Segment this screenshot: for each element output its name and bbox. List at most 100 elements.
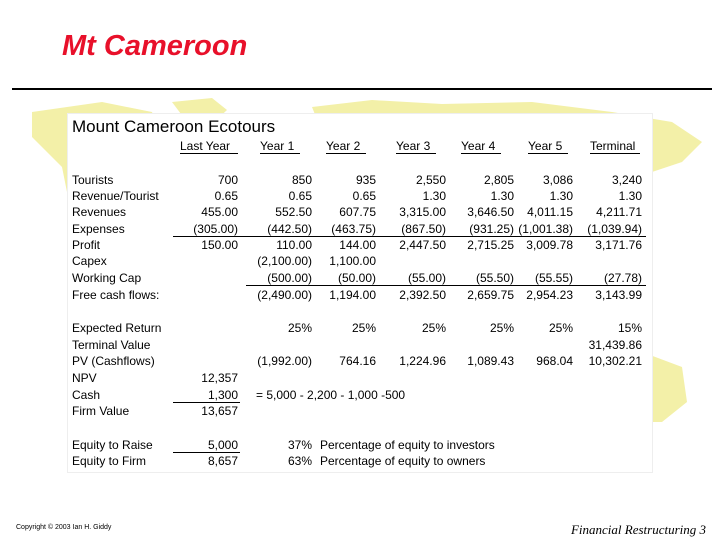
row-label: Terminal Value (72, 338, 151, 352)
slide-footer-title: Financial Restructuring 3 (570, 522, 706, 537)
table-cell: 764.16 (339, 354, 376, 368)
table-cell: 3,315.00 (399, 205, 446, 219)
row-label: Equity to Raise (72, 438, 153, 452)
row-label: Revenue/Tourist (72, 189, 159, 203)
sum-rule (173, 236, 646, 237)
header-underline (326, 153, 366, 154)
table-cell: (1,992.00) (257, 354, 312, 368)
row-label: Profit (72, 238, 101, 252)
table-cell: (55.55) (534, 271, 573, 285)
table-cell: 1,100.00 (329, 254, 376, 268)
header-underline (180, 153, 238, 154)
table-cell: (500.00) (267, 271, 312, 285)
column-header: Year 3 (396, 139, 431, 153)
table-cell: 15% (617, 321, 642, 335)
table-cell: 1,224.96 (399, 354, 446, 368)
table-cell: 3,240 (611, 173, 642, 187)
header-underline (590, 153, 640, 154)
table-cell: (2,490.00) (257, 288, 312, 302)
row-label: Expected Return (72, 321, 162, 335)
table-cell: 3,086 (542, 173, 573, 187)
table-cell: 1,194.00 (329, 288, 376, 302)
table-cell: (2,100.00) (257, 254, 312, 268)
table-cell: 13,657 (201, 404, 238, 418)
row-label: Capex (72, 254, 107, 268)
table-cell: 63% (287, 454, 312, 468)
table-cell: (442.50) (267, 222, 312, 236)
table-cell: (463.75) (331, 222, 376, 236)
equity-note-owners: Percentage of equity to owners (320, 454, 486, 468)
equity-note-investors: Percentage of equity to investors (320, 438, 495, 452)
slide-title: Mt Cameroon (62, 30, 248, 62)
table-cell: 1,089.43 (467, 354, 514, 368)
table-cell: 850 (291, 173, 312, 187)
table-cell: 4,011.15 (527, 205, 573, 219)
row-label: Free cash flows: (72, 288, 160, 302)
table-cell: 110.00 (276, 238, 312, 252)
table-cell: 0.65 (288, 189, 312, 203)
table-cell: (305.00) (193, 222, 238, 236)
table-cell: 1.30 (618, 189, 642, 203)
column-header: Terminal (590, 139, 636, 153)
row-label: Revenues (72, 205, 127, 219)
copyright-footer: Copyright © 2003 Ian H. Giddy (16, 524, 112, 531)
table-cell: 25% (351, 321, 376, 335)
table-cell: 12,357 (201, 371, 238, 385)
sum-rule (173, 452, 240, 453)
spreadsheet-panel: Mount Cameroon Ecotours Last Year Year 1 Y… (68, 114, 652, 472)
cash-note: = 5,000 - 2,200 - 1,000 -500 (256, 388, 406, 402)
sheet-title: Mount Cameroon Ecotours (72, 117, 276, 136)
header-underline (396, 153, 436, 154)
table-cell: 1.30 (422, 189, 446, 203)
table-cell: 1.30 (490, 189, 514, 203)
row-label: Working Cap (72, 271, 142, 285)
sum-rule (173, 402, 240, 403)
table-cell: 552.50 (275, 205, 312, 219)
table-cell: 3,009.78 (526, 238, 573, 252)
table-cell: 2,550 (415, 173, 446, 187)
row-label: PV (Cashflows) (72, 354, 155, 368)
row-label: Tourists (72, 173, 114, 187)
table-cell: 607.75 (339, 205, 376, 219)
column-header: Year 5 (528, 139, 563, 153)
table-cell: 3,143.99 (595, 288, 642, 302)
table-cell: 1,300 (207, 388, 238, 402)
header-underline (461, 153, 501, 154)
column-header: Last Year (180, 139, 231, 153)
table-cell: 935 (355, 173, 376, 187)
table-cell: (867.50) (401, 222, 446, 236)
table-cell: (1,039.94) (587, 222, 642, 236)
table-cell: 2,447.50 (399, 238, 446, 252)
table-cell: (1,001.38) (518, 222, 573, 236)
row-label: Firm Value (72, 404, 130, 418)
header-underline (260, 153, 300, 154)
table-cell: 25% (287, 321, 312, 335)
table-cell: 25% (421, 321, 446, 335)
table-cell: 0.65 (214, 189, 238, 203)
table-cell: 8,657 (207, 454, 238, 468)
table-cell: 37% (287, 438, 312, 452)
table-cell: 2,715.25 (467, 238, 514, 252)
table-cell: 2,954.23 (526, 288, 573, 302)
table-cell: 2,392.50 (399, 288, 446, 302)
table-cell: 3,646.50 (467, 205, 514, 219)
table-cell: 2,805 (483, 173, 514, 187)
row-label: NPV (72, 371, 97, 385)
table-cell: (55.50) (475, 271, 514, 285)
table-cell: 4,211.71 (596, 205, 642, 219)
column-header: Year 2 (326, 139, 361, 153)
column-header: Year 1 (260, 139, 295, 153)
header-underline (528, 153, 568, 154)
table-cell: 25% (548, 321, 573, 335)
table-cell: 31,439.86 (588, 338, 642, 352)
table-cell: (27.78) (603, 271, 642, 285)
table-cell: 700 (217, 173, 238, 187)
table-cell: 3,171.76 (595, 238, 642, 252)
table-cell: 10,302.21 (588, 354, 642, 368)
row-label: Equity to Firm (72, 454, 147, 468)
table-cell: 968.04 (536, 354, 573, 368)
table-cell: (55.00) (407, 271, 446, 285)
table-cell: 5,000 (207, 438, 238, 452)
sum-rule (246, 285, 646, 286)
table-cell: 1.30 (549, 189, 573, 203)
